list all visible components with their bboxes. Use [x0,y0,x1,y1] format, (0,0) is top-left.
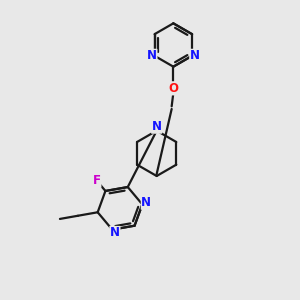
Text: N: N [152,120,162,133]
Text: N: N [190,49,200,62]
Text: N: N [141,196,151,209]
Text: O: O [168,82,178,95]
Text: F: F [93,174,101,187]
Text: N: N [147,49,157,62]
Text: N: N [110,226,120,239]
